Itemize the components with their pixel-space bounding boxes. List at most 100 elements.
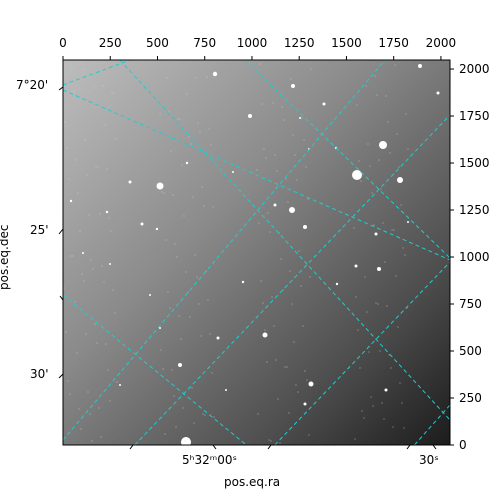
noise-speck <box>184 440 186 442</box>
noise-speck <box>354 438 356 440</box>
noise-speck <box>98 407 100 409</box>
noise-speck <box>403 427 405 429</box>
noise-speck <box>181 164 183 166</box>
noise-speck <box>272 102 274 104</box>
noise-speck <box>396 133 398 135</box>
noise-speck <box>179 118 181 120</box>
noise-speck <box>177 118 179 120</box>
noise-speck <box>292 134 294 136</box>
noise-speck <box>295 384 297 386</box>
noise-speck <box>186 93 188 95</box>
noise-speck <box>191 387 193 389</box>
noise-speck <box>176 256 178 258</box>
noise-speck <box>296 179 298 181</box>
y-axis-title: pos.eq.dec <box>0 225 11 290</box>
right-tick-label: 0 <box>459 438 467 452</box>
noise-speck <box>404 254 406 256</box>
noise-speck <box>206 76 208 78</box>
noise-speck <box>67 380 69 382</box>
noise-speck <box>395 275 397 277</box>
right-tick-label: 500 <box>459 344 482 358</box>
noise-speck <box>167 291 169 293</box>
bottom-axis <box>129 444 437 450</box>
noise-speck <box>385 95 387 97</box>
noise-speck <box>190 143 192 145</box>
noise-speck <box>183 215 185 217</box>
noise-speck <box>283 119 285 121</box>
top-tick-label: 0 <box>59 36 67 50</box>
noise-speck <box>256 169 258 171</box>
noise-speck <box>213 416 215 418</box>
noise-speck <box>93 87 95 89</box>
star <box>397 177 403 183</box>
noise-speck <box>99 213 101 215</box>
wcs-grid <box>63 60 450 445</box>
noise-speck <box>74 301 76 303</box>
noise-speck <box>305 166 307 168</box>
noise-speck <box>372 405 374 407</box>
noise-speck <box>87 391 89 393</box>
noise-speck <box>379 350 381 352</box>
noise-speck <box>394 64 396 66</box>
noise-speck <box>258 222 260 224</box>
noise-speck <box>375 302 377 304</box>
star <box>291 84 295 88</box>
noise-speck <box>266 361 268 363</box>
noise-speck <box>273 325 275 327</box>
noise-speck <box>115 138 117 140</box>
right-tick-label: 1750 <box>459 109 490 123</box>
noise-speck <box>107 369 109 371</box>
noise-speck <box>301 117 303 119</box>
noise-speck <box>77 192 79 194</box>
noise-speck <box>367 143 369 145</box>
star <box>185 161 189 165</box>
noise-speck <box>397 326 399 328</box>
right-tick-label: 1500 <box>459 156 490 170</box>
noise-speck <box>175 426 177 428</box>
noise-speck <box>387 121 389 123</box>
noise-speck <box>204 414 206 416</box>
noise-speck <box>303 139 305 141</box>
noise-speck <box>289 270 291 272</box>
top-tick-label: 2000 <box>426 36 457 50</box>
noise-speck <box>400 204 402 206</box>
noise-speck <box>269 231 271 233</box>
noise-speck <box>102 85 104 87</box>
noise-speck <box>271 296 273 298</box>
star <box>149 294 151 296</box>
star <box>119 384 121 386</box>
noise-speck <box>173 395 175 397</box>
noise-speck <box>73 90 75 92</box>
noise-speck <box>96 342 98 344</box>
noise-speck <box>114 312 116 314</box>
noise-speck <box>90 259 92 261</box>
noise-speck <box>364 276 366 278</box>
noise-speck <box>287 201 289 203</box>
top-tick-label: 1000 <box>237 36 268 50</box>
noise-speck <box>373 224 375 226</box>
noise-speck <box>172 194 174 196</box>
noise-speck <box>353 227 355 229</box>
noise-speck <box>382 222 384 224</box>
noise-speck <box>274 154 276 156</box>
noise-speck <box>291 303 293 305</box>
star <box>262 332 268 338</box>
noise-speck <box>166 77 168 79</box>
noise-speck <box>358 160 360 162</box>
noise-speck <box>163 192 165 194</box>
noise-speck <box>389 152 391 154</box>
noise-speck <box>162 368 164 370</box>
noise-speck <box>161 191 163 193</box>
star <box>109 263 111 265</box>
noise-speck <box>285 178 287 180</box>
noise-speck <box>280 258 282 260</box>
noise-speck <box>70 255 72 257</box>
top-axis: 0 250 500 750 1000 1250 1500 1750 2000 <box>59 36 456 60</box>
dec-tick-3: 30' <box>30 367 49 381</box>
noise-speck <box>288 412 290 414</box>
noise-speck <box>192 196 194 198</box>
top-tick-label: 1250 <box>284 36 315 50</box>
noise-speck <box>199 131 201 133</box>
star <box>178 363 182 367</box>
